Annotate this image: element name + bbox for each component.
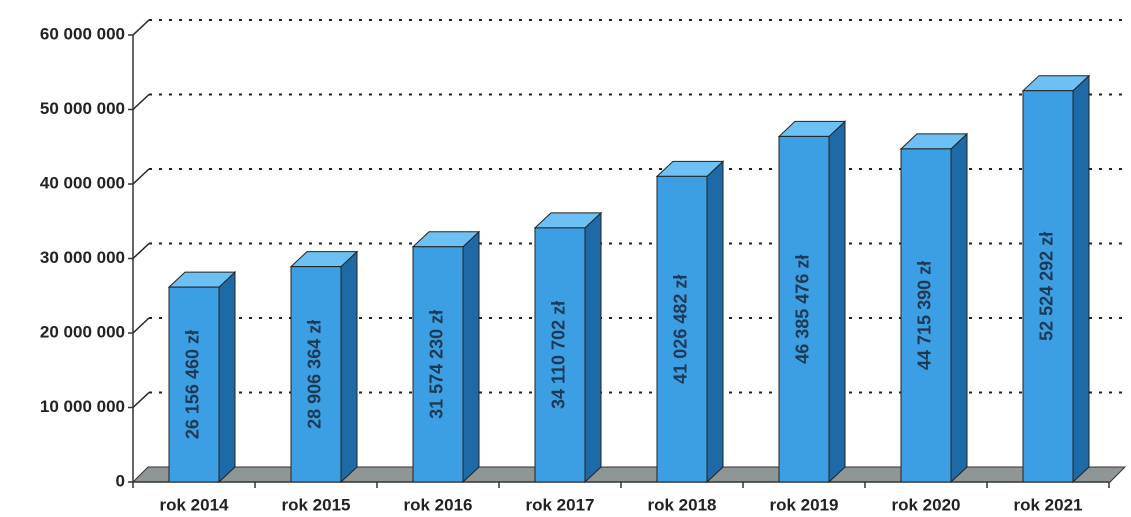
bar bbox=[656, 175, 708, 483]
bar bbox=[168, 286, 220, 483]
value-label: 34 110 702 zł bbox=[549, 301, 569, 409]
y-tick-label: 50 000 000 bbox=[40, 99, 125, 118]
value-label: 26 156 460 zł bbox=[183, 330, 203, 439]
y-tick-label: 0 bbox=[116, 471, 125, 490]
y-tick-label: 60 000 000 bbox=[40, 24, 125, 43]
bar bbox=[412, 246, 464, 483]
bar-side bbox=[462, 230, 480, 484]
x-tick-label: rok 2017 bbox=[526, 495, 595, 514]
bar-side bbox=[218, 270, 236, 484]
bar-side bbox=[950, 132, 968, 484]
y-tick-label: 30 000 000 bbox=[40, 248, 125, 267]
value-label: 28 906 364 zł bbox=[305, 320, 325, 429]
value-label: 31 574 230 zł bbox=[427, 310, 447, 419]
y-tick-label: 40 000 000 bbox=[40, 173, 125, 192]
x-tick-label: rok 2020 bbox=[892, 495, 961, 514]
value-label: 44 715 390 zł bbox=[915, 261, 935, 370]
value-label: 41 026 482 zł bbox=[671, 275, 691, 384]
grid-depth bbox=[132, 93, 150, 111]
bar-side bbox=[584, 211, 602, 484]
x-tick-label: rok 2016 bbox=[404, 495, 473, 514]
x-tick-label: rok 2018 bbox=[648, 495, 717, 514]
x-tick-label: rok 2019 bbox=[770, 495, 839, 514]
bar bbox=[1022, 90, 1074, 483]
bar bbox=[900, 148, 952, 483]
bar bbox=[534, 227, 586, 483]
x-tick-label: rok 2021 bbox=[1014, 495, 1083, 514]
x-tick-label: rok 2014 bbox=[160, 495, 230, 514]
y-tick-label: 10 000 000 bbox=[40, 397, 125, 416]
bar bbox=[778, 135, 830, 483]
bar-side bbox=[340, 250, 358, 484]
grid-depth bbox=[132, 317, 150, 334]
bar-side bbox=[1072, 74, 1090, 484]
bar bbox=[290, 266, 342, 483]
value-label: 52 524 292 zł bbox=[1037, 232, 1057, 341]
y-tick-label: 20 000 000 bbox=[40, 322, 125, 341]
y-axis-depth bbox=[132, 19, 150, 36]
grid-depth bbox=[132, 242, 150, 260]
value-label: 46 385 476 zł bbox=[793, 255, 813, 364]
floor bbox=[131, 466, 1127, 483]
x-tick-label: rok 2015 bbox=[282, 495, 351, 514]
bar-side bbox=[828, 120, 846, 484]
bar-side bbox=[706, 160, 724, 484]
grid-depth bbox=[132, 168, 150, 185]
grid-depth bbox=[132, 391, 150, 409]
